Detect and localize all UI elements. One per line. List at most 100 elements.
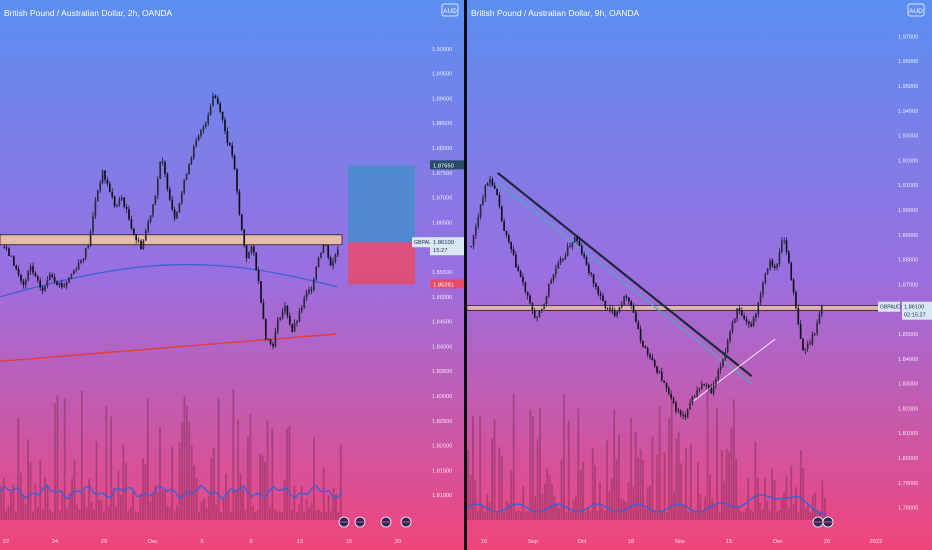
candle-body — [717, 369, 720, 380]
candle-body — [748, 321, 750, 324]
y-tick-label: 1.88000 — [432, 146, 452, 152]
candle-body — [679, 410, 682, 415]
candle-body — [152, 204, 154, 216]
volume-bar — [689, 443, 692, 520]
candle-body — [238, 191, 241, 215]
candle-body — [284, 305, 286, 312]
left-time-axis[interactable]: 22 24 29 Dec 6 8 13 15 20 — [3, 539, 401, 545]
candle-body — [708, 385, 710, 388]
volume-bar — [278, 511, 281, 520]
volume-bar — [54, 403, 56, 520]
volume-bar — [313, 437, 315, 520]
candle-body — [286, 305, 289, 316]
candle-body — [477, 216, 480, 227]
x-tick-label: Oct — [578, 539, 587, 545]
symbol-label: GBPAUD — [414, 240, 436, 246]
candle-body — [757, 302, 760, 314]
candle-body — [312, 279, 315, 290]
volume-bar — [107, 506, 110, 520]
candle-body — [269, 339, 272, 344]
volume-bar — [768, 511, 771, 520]
left-currency-badge[interactable]: AUD — [441, 3, 459, 17]
volume-bar — [10, 491, 12, 520]
candle-body — [813, 333, 816, 335]
right-currency-badge[interactable]: AUD — [907, 3, 925, 17]
candle-body — [87, 245, 90, 248]
volume-bar — [821, 480, 824, 520]
candle-body — [166, 173, 169, 190]
candle-body — [336, 249, 339, 256]
volume-bar — [596, 511, 599, 520]
candle-body — [236, 169, 238, 192]
volume-bar — [742, 511, 745, 520]
left-position-tool[interactable] — [348, 165, 415, 285]
y-tick-label: 1.83000 — [898, 382, 918, 388]
candle-body — [583, 253, 585, 258]
volume-bar — [227, 491, 230, 520]
volume-bar — [49, 509, 51, 520]
volume-bar — [217, 398, 220, 520]
candle-body — [663, 380, 665, 383]
volume-bar — [249, 413, 252, 520]
volume-bar — [754, 441, 757, 520]
volume-bar — [819, 511, 821, 520]
volume-bar — [651, 436, 654, 520]
volume-bar — [759, 502, 762, 520]
x-tick-label: 15 — [726, 539, 732, 545]
volume-bar — [80, 390, 83, 520]
volume-bar — [200, 501, 203, 520]
right-chart-pane[interactable]: British Pound / Australian Dollar, 9h, O… — [466, 3, 932, 545]
volume-bar — [242, 488, 244, 520]
volume-bar — [632, 487, 635, 520]
candle-body — [562, 258, 564, 260]
volume-bar — [670, 401, 673, 520]
candle-body — [482, 198, 484, 205]
candle-body — [130, 219, 133, 229]
volume-bar — [723, 480, 726, 520]
pane-divider[interactable] — [464, 0, 467, 550]
volume-bar — [83, 490, 86, 520]
x-tick-label: 18 — [628, 539, 634, 545]
candle-body — [204, 123, 207, 127]
y-tick-label: 1.86500 — [432, 220, 452, 226]
volume-bar — [98, 499, 100, 520]
trendline-lower — [497, 182, 753, 385]
candle-body — [630, 301, 633, 306]
left-chart-pane[interactable]: British Pound / Australian Dollar, 2h, O… — [0, 3, 464, 545]
y-tick-label: 1.91000 — [898, 183, 918, 189]
volume-bar — [783, 491, 786, 520]
volume-bar — [46, 486, 49, 520]
candle-body — [797, 308, 800, 325]
event-flags[interactable] — [338, 516, 834, 528]
candle-body — [173, 209, 176, 219]
x-tick-label: 2022 — [870, 539, 882, 545]
volume-bar — [761, 510, 764, 520]
volume-bar — [744, 508, 747, 520]
volume-bar — [776, 511, 778, 520]
x-tick-label: 6 — [200, 539, 203, 545]
candle-body — [164, 162, 166, 174]
candle-body — [660, 371, 663, 381]
candle-body — [212, 95, 214, 107]
volume-bar — [34, 484, 37, 520]
volume-bar — [472, 415, 474, 520]
volume-bar — [694, 511, 697, 520]
candle-body — [696, 390, 698, 396]
volume-bar — [102, 511, 105, 520]
volume-bar — [112, 488, 115, 520]
right-time-axis[interactable]: 16 Sep Oct 18 Nov 15 Dec 20 2022 — [481, 539, 882, 545]
candle-body — [637, 322, 640, 330]
volume-bar — [541, 493, 544, 520]
volume-bar — [51, 511, 54, 520]
volume-bar — [697, 462, 699, 520]
volume-bar — [178, 442, 181, 520]
y-tick-label: 1.90000 — [432, 47, 452, 53]
candle-body — [137, 239, 140, 241]
volume-bar — [132, 490, 135, 520]
right-currency-badge-text: AUD — [909, 8, 923, 15]
candle-body — [3, 247, 6, 248]
volume-bar — [539, 407, 541, 520]
volume-bar — [500, 455, 503, 520]
candle-body — [743, 315, 745, 319]
candle-body — [17, 268, 20, 275]
